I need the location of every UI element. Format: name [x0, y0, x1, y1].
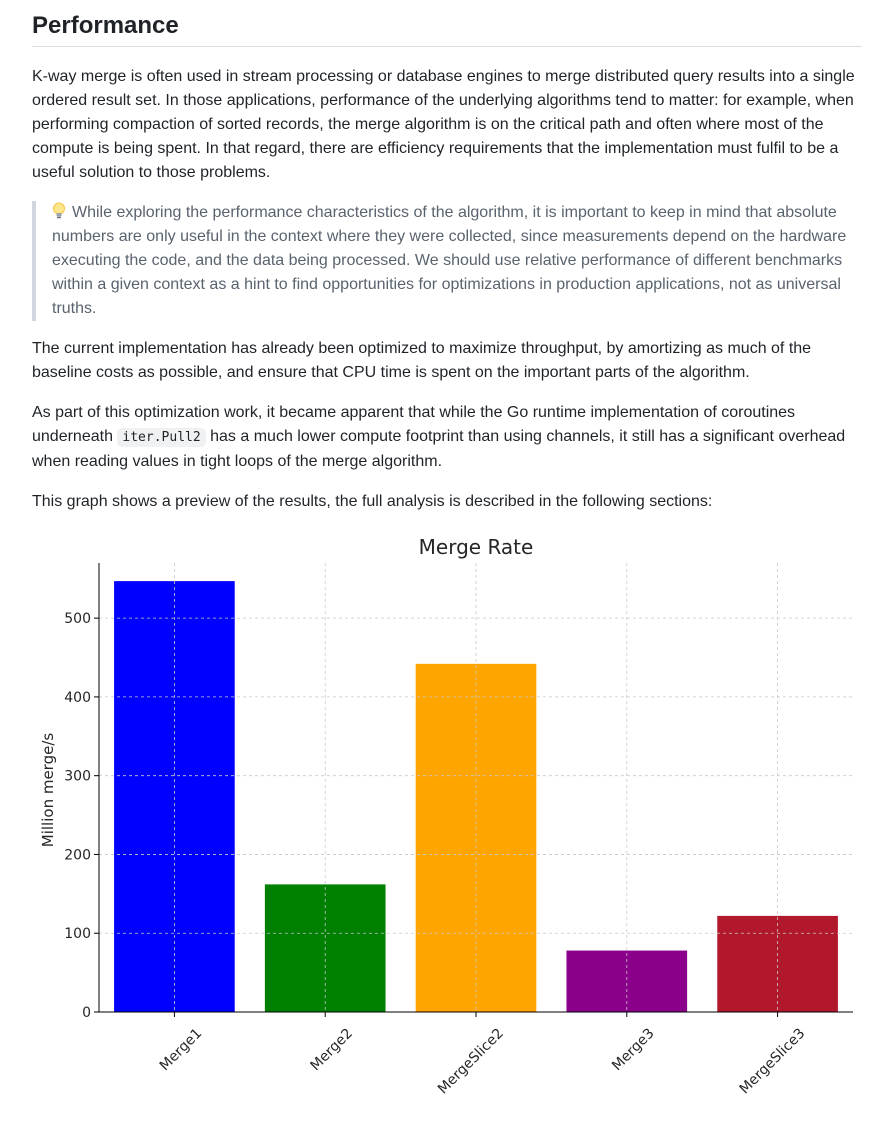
- inline-code: iter.Pull2: [117, 428, 206, 447]
- section-heading: Performance: [32, 0, 862, 47]
- note-blockquote: While exploring the performance characte…: [32, 201, 862, 321]
- graph-intro-paragraph: This graph shows a preview of the result…: [32, 493, 713, 510]
- x-tick-label: Merge3: [609, 1026, 658, 1075]
- optimization-paragraph: As part of this optimization work, it be…: [32, 401, 862, 474]
- current-impl-paragraph: The current implementation has already b…: [32, 340, 812, 381]
- x-tick-label: MergeSlice2: [435, 1026, 507, 1098]
- y-axis-label: Million merge/s: [39, 733, 57, 848]
- y-tick-label: 500: [64, 611, 91, 627]
- optimization-text-after: has a much lower compute footprint than …: [32, 428, 846, 470]
- chart-svg: 0 100 200 300 400 500 Merge1 Merge2 MergeSlice2 M…: [39, 535, 853, 1098]
- optimization-text-before: As part of this optimization work, it be…: [32, 404, 796, 445]
- y-tick-label: 400: [64, 690, 91, 706]
- lightbulb-icon: [53, 202, 65, 219]
- article: Performance K-way merge is often used in…: [32, 0, 862, 514]
- note-text: While exploring the performance characte…: [52, 204, 847, 317]
- intro-paragraph: K-way merge is often used in stream proc…: [32, 68, 855, 181]
- grid-lines: [99, 563, 853, 1012]
- y-tick-label: 200: [64, 847, 91, 863]
- y-tick-label: 100: [64, 926, 91, 942]
- y-tick-label: 300: [64, 769, 91, 785]
- x-tick-label: MergeSlice3: [737, 1026, 809, 1098]
- chart-title: Merge Rate: [419, 535, 534, 559]
- bar-merge1: [114, 581, 235, 1012]
- x-tick-label: Merge1: [157, 1026, 206, 1075]
- merge-rate-chart: 0 100 200 300 400 500 Merge1 Merge2 MergeSlice2 M…: [0, 530, 893, 1127]
- x-tick-label: Merge2: [308, 1026, 357, 1075]
- y-tick-label: 0: [82, 1005, 91, 1021]
